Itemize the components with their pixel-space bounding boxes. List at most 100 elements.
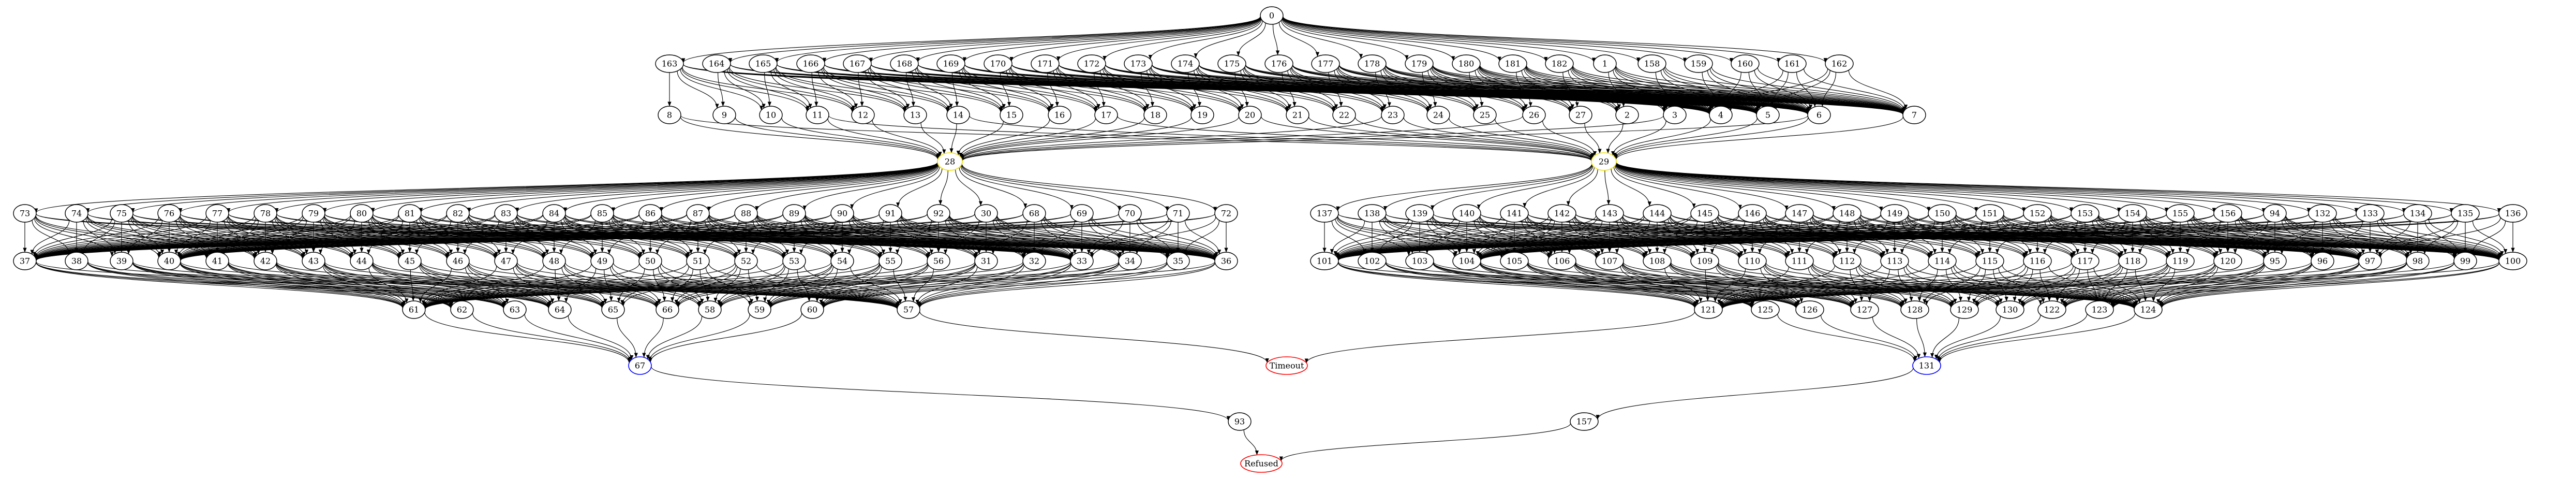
edge-32-to-59 (768, 263, 1024, 308)
node-46: 46 (446, 252, 470, 270)
node-98: 98 (2406, 252, 2430, 270)
edge-157-to-Refused (1279, 423, 1571, 461)
node-label: 129 (1957, 305, 1973, 315)
node-shape (2263, 252, 2287, 270)
edge-0-to-161 (1283, 16, 1780, 63)
edge-29-to-139 (1431, 165, 1593, 210)
node-label: 168 (897, 59, 913, 69)
node-shape (1311, 54, 1340, 73)
edge-28-to-90 (850, 166, 940, 209)
edge-34-to-60 (822, 263, 1119, 309)
edge-181-to-2 (1524, 68, 1619, 111)
edge-55-to-60 (819, 266, 882, 305)
node-shape (903, 106, 927, 124)
edge-117-to-121 (1720, 263, 2072, 309)
node-15: 15 (1000, 106, 1023, 124)
edge-179-to-26 (1430, 68, 1526, 111)
node-147: 147 (1785, 204, 1814, 223)
node-116: 116 (2023, 252, 2052, 270)
node-173: 173 (1124, 54, 1153, 73)
node-157: 157 (1570, 412, 1599, 431)
edge-181-to-26 (1516, 72, 1532, 107)
edge-154-to-101 (1336, 214, 2119, 260)
node-144: 144 (1643, 204, 1672, 223)
edge-74-to-37 (30, 220, 70, 255)
edge-166-to-12 (818, 71, 858, 109)
node-91: 91 (878, 204, 902, 223)
edge-138-to-101 (1330, 221, 1365, 254)
edge-91-to-37 (34, 213, 880, 261)
node-shape (494, 204, 518, 223)
node-label: Refused (1244, 459, 1278, 469)
edge-180-to-26 (1475, 70, 1528, 109)
edge-168-to-15 (915, 69, 1004, 111)
node-shape (2166, 252, 2195, 270)
edge-8-to-28 (680, 117, 940, 160)
node-shape (1738, 204, 1767, 223)
edge-28-to-76 (178, 162, 938, 213)
node-66: 66 (656, 300, 679, 319)
node-label: 54 (837, 256, 847, 266)
node-label: 111 (1792, 256, 1808, 266)
node-shape (686, 204, 710, 223)
node-shape (638, 204, 662, 223)
node-label: 133 (2362, 209, 2378, 219)
edge-161-to-7 (1803, 68, 1907, 111)
edge-100-to-123 (2111, 262, 2500, 309)
node-shape (1166, 204, 1190, 223)
node-label: 167 (850, 59, 866, 69)
node-152: 152 (2023, 204, 2052, 223)
node-shape (1260, 6, 1284, 25)
edge-29-to-146 (1614, 165, 1742, 210)
node-shape (1545, 54, 1574, 73)
node-shape (65, 252, 88, 270)
edge-23-to-28 (960, 116, 1382, 161)
node-label: 6 (1816, 110, 1822, 120)
node-28: 28 (937, 152, 963, 171)
node-64: 64 (548, 300, 572, 319)
edge-31-to-58 (719, 263, 976, 308)
node-88: 88 (734, 204, 758, 223)
node-label: 156 (2220, 209, 2236, 219)
edge-161-to-6 (1796, 72, 1817, 107)
node-label: 76 (164, 209, 174, 219)
node-shape (1595, 204, 1624, 223)
edge-172-to-18 (1100, 70, 1150, 109)
edge-0-to-179 (1282, 19, 1409, 60)
edge-166-to-15 (823, 67, 1003, 113)
node-90: 90 (830, 204, 854, 223)
edge-121-to-Timeout (1304, 311, 1695, 364)
edge-96-to-121 (1720, 262, 2312, 309)
edge-146-to-101 (1336, 214, 1739, 260)
edge-55-to-61 (423, 262, 880, 309)
edge-113-to-129 (1903, 267, 1957, 303)
edge-69-to-37 (34, 213, 1071, 261)
edge-0-to-163 (681, 16, 1261, 63)
edge-52-to-61 (423, 263, 735, 309)
edge-36-to-57 (918, 263, 1215, 309)
node-shape (2071, 252, 2099, 270)
node-label: 19 (1197, 110, 1208, 120)
edge-23-to-29 (1403, 117, 1594, 160)
node-3: 3 (1663, 106, 1687, 124)
node-label: 154 (2125, 209, 2141, 219)
node-shape (302, 252, 325, 270)
node-shape (734, 252, 758, 270)
node-38: 38 (65, 252, 88, 270)
node-label: 109 (1697, 256, 1713, 266)
edge-41-to-61 (228, 264, 405, 308)
node-label: 89 (789, 209, 799, 219)
edge-29-to-156 (1616, 162, 2216, 213)
edge-169-to-14 (951, 72, 959, 107)
edge-6-to-29 (1614, 117, 1809, 160)
node-label: 92 (933, 209, 944, 219)
node-138: 138 (1358, 204, 1387, 223)
node-shape (1615, 106, 1639, 124)
edge-12-to-28 (872, 120, 942, 157)
node-label: 118 (2125, 256, 2141, 266)
node-30: 30 (974, 204, 998, 223)
edge-82-to-37 (34, 214, 447, 260)
edge-143-to-101 (1336, 215, 1597, 259)
edge-71-to-33 (1089, 218, 1169, 257)
node-34: 34 (1118, 252, 1142, 270)
